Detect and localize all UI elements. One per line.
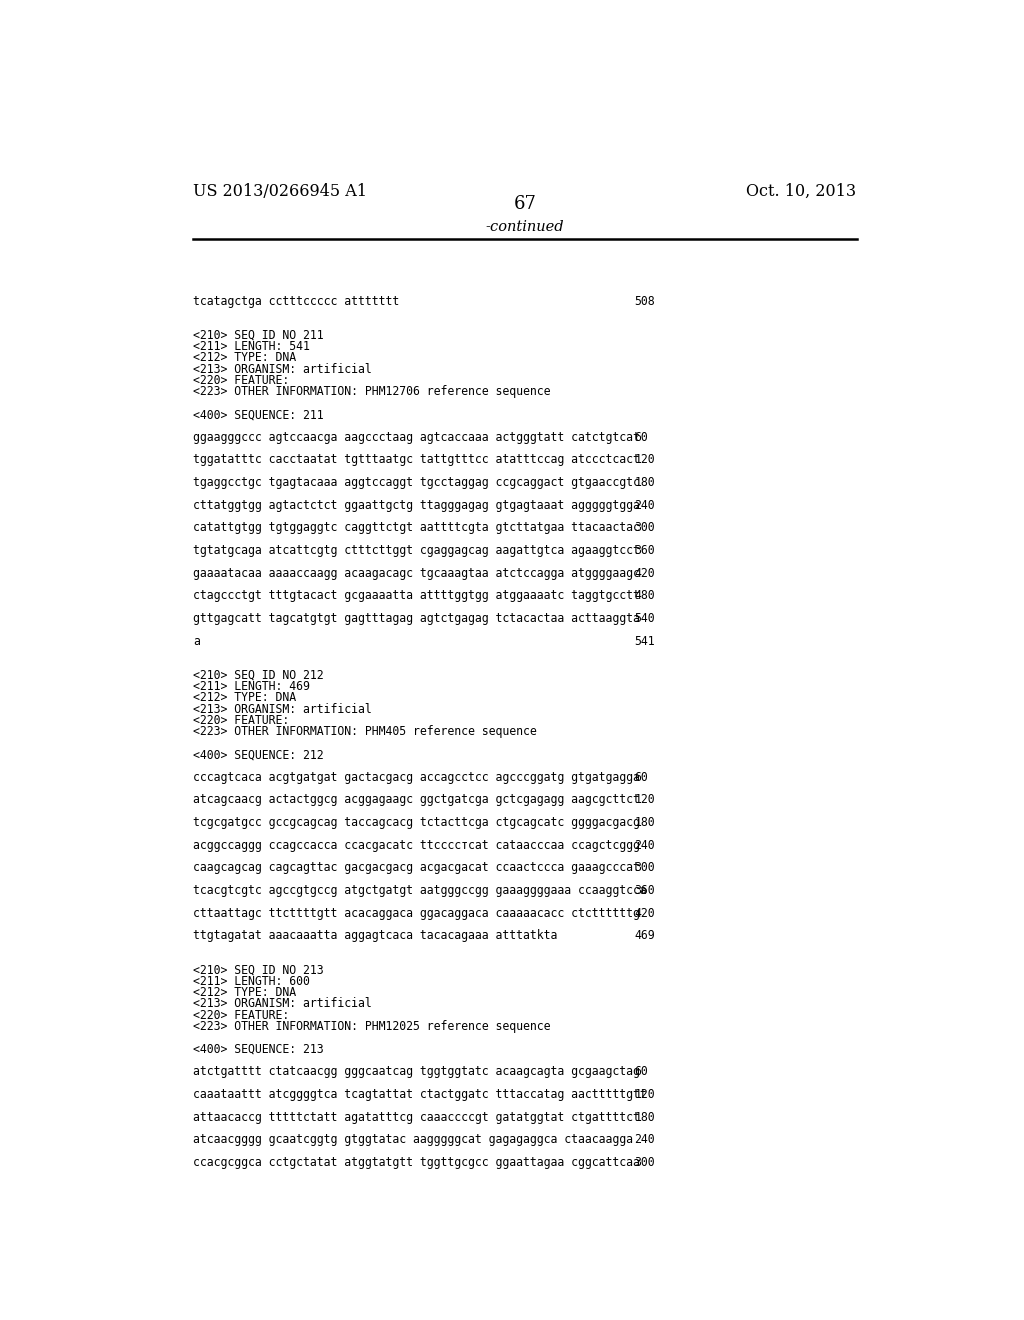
- Text: atctgatttt ctatcaacgg gggcaatcag tggtggtatc acaagcagta gcgaagctag: atctgatttt ctatcaacgg gggcaatcag tggtggt…: [194, 1065, 640, 1078]
- Text: 67: 67: [513, 195, 537, 214]
- Text: gaaaatacaa aaaaccaagg acaagacagc tgcaaagtaa atctccagga atggggaagc: gaaaatacaa aaaaccaagg acaagacagc tgcaaag…: [194, 566, 640, 579]
- Text: 240: 240: [634, 838, 655, 851]
- Text: <211> LENGTH: 541: <211> LENGTH: 541: [194, 341, 310, 352]
- Text: <223> OTHER INFORMATION: PHM405 reference sequence: <223> OTHER INFORMATION: PHM405 referenc…: [194, 726, 537, 738]
- Text: <210> SEQ ID NO 213: <210> SEQ ID NO 213: [194, 964, 324, 977]
- Text: <220> FEATURE:: <220> FEATURE:: [194, 374, 290, 387]
- Text: tcgcgatgcc gccgcagcag taccagcacg tctacttcga ctgcagcatc ggggacgacg: tcgcgatgcc gccgcagcag taccagcacg tctactt…: [194, 816, 640, 829]
- Text: 120: 120: [634, 454, 655, 466]
- Text: tcacgtcgtc agccgtgccg atgctgatgt aatgggccgg gaaaggggaaa ccaaggtcca: tcacgtcgtc agccgtgccg atgctgatgt aatgggc…: [194, 884, 647, 898]
- Text: -continued: -continued: [485, 219, 564, 234]
- Text: 180: 180: [634, 477, 655, 490]
- Text: 420: 420: [634, 907, 655, 920]
- Text: 360: 360: [634, 884, 655, 898]
- Text: 120: 120: [634, 793, 655, 807]
- Text: <212> TYPE: DNA: <212> TYPE: DNA: [194, 986, 296, 999]
- Text: <223> OTHER INFORMATION: PHM12025 reference sequence: <223> OTHER INFORMATION: PHM12025 refere…: [194, 1020, 551, 1034]
- Text: <212> TYPE: DNA: <212> TYPE: DNA: [194, 351, 296, 364]
- Text: <210> SEQ ID NO 211: <210> SEQ ID NO 211: [194, 329, 324, 342]
- Text: 480: 480: [634, 590, 655, 602]
- Text: <223> OTHER INFORMATION: PHM12706 reference sequence: <223> OTHER INFORMATION: PHM12706 refere…: [194, 385, 551, 399]
- Text: 180: 180: [634, 1110, 655, 1123]
- Text: gttgagcatt tagcatgtgt gagtttagag agtctgagag tctacactaa acttaaggta: gttgagcatt tagcatgtgt gagtttagag agtctga…: [194, 612, 640, 626]
- Text: <213> ORGANISM: artificial: <213> ORGANISM: artificial: [194, 363, 372, 376]
- Text: caagcagcag cagcagttac gacgacgacg acgacgacat ccaactccca gaaagcccat: caagcagcag cagcagttac gacgacgacg acgacga…: [194, 862, 640, 874]
- Text: US 2013/0266945 A1: US 2013/0266945 A1: [194, 183, 367, 201]
- Text: <213> ORGANISM: artificial: <213> ORGANISM: artificial: [194, 998, 372, 1010]
- Text: <213> ORGANISM: artificial: <213> ORGANISM: artificial: [194, 702, 372, 715]
- Text: ccacgcggca cctgctatat atggtatgtt tggttgcgcc ggaattagaa cggcattcaa: ccacgcggca cctgctatat atggtatgtt tggttgc…: [194, 1156, 640, 1170]
- Text: catattgtgg tgtggaggtc caggttctgt aattttcgta gtcttatgaa ttacaactac: catattgtgg tgtggaggtc caggttctgt aattttc…: [194, 521, 640, 535]
- Text: 180: 180: [634, 816, 655, 829]
- Text: tgtatgcaga atcattcgtg ctttcttggt cgaggagcag aagattgtca agaaggtcct: tgtatgcaga atcattcgtg ctttcttggt cgaggag…: [194, 544, 640, 557]
- Text: tgaggcctgc tgagtacaaa aggtccaggt tgcctaggag ccgcaggact gtgaaccgtc: tgaggcctgc tgagtacaaa aggtccaggt tgcctag…: [194, 477, 640, 490]
- Text: Oct. 10, 2013: Oct. 10, 2013: [746, 183, 856, 201]
- Text: cttatggtgg agtactctct ggaattgctg ttagggagag gtgagtaaat agggggtgga: cttatggtgg agtactctct ggaattgctg ttaggga…: [194, 499, 640, 512]
- Text: <400> SEQUENCE: 213: <400> SEQUENCE: 213: [194, 1043, 324, 1056]
- Text: tggatatttc cacctaatat tgtttaatgc tattgtttcc atatttccag atccctcact: tggatatttc cacctaatat tgtttaatgc tattgtt…: [194, 454, 640, 466]
- Text: 240: 240: [634, 499, 655, 512]
- Text: cccagtcaca acgtgatgat gactacgacg accagcctcc agcccggatg gtgatgagga: cccagtcaca acgtgatgat gactacgacg accagcc…: [194, 771, 640, 784]
- Text: 60: 60: [634, 1065, 648, 1078]
- Text: <212> TYPE: DNA: <212> TYPE: DNA: [194, 692, 296, 705]
- Text: 120: 120: [634, 1088, 655, 1101]
- Text: <220> FEATURE:: <220> FEATURE:: [194, 1008, 290, 1022]
- Text: atcagcaacg actactggcg acggagaagc ggctgatcga gctcgagagg aagcgcttct: atcagcaacg actactggcg acggagaagc ggctgat…: [194, 793, 640, 807]
- Text: acggccaggg ccagccacca ccacgacatc ttccccтcat cataacccaa ccagctcggg: acggccaggg ccagccacca ccacgacatc ttccccт…: [194, 838, 640, 851]
- Text: attaacaccg tttttctatt agatatttcg caaaccccgt gatatggtat ctgattttct: attaacaccg tttttctatt agatatttcg caaaccc…: [194, 1110, 640, 1123]
- Text: caaataattt atcggggtca tcagtattat ctactggatc tttaccatag aactttttgtt: caaataattt atcggggtca tcagtattat ctactgg…: [194, 1088, 647, 1101]
- Text: <400> SEQUENCE: 211: <400> SEQUENCE: 211: [194, 408, 324, 421]
- Text: 360: 360: [634, 544, 655, 557]
- Text: 540: 540: [634, 612, 655, 626]
- Text: 508: 508: [634, 294, 655, 308]
- Text: tcatagctga cctttccccc attttttt: tcatagctga cctttccccc attttttt: [194, 294, 399, 308]
- Text: cttaattagc ttcttttgtt acacaggaca ggacaggaca caaaaacacc ctcttttttg: cttaattagc ttcttttgtt acacaggaca ggacagg…: [194, 907, 640, 920]
- Text: 60: 60: [634, 430, 648, 444]
- Text: 420: 420: [634, 566, 655, 579]
- Text: 469: 469: [634, 929, 655, 942]
- Text: 300: 300: [634, 521, 655, 535]
- Text: ggaagggccc agtccaacga aagccctaag agtcaccaaa actgggtatt catctgtcat: ggaagggccc agtccaacga aagccctaag agtcacc…: [194, 430, 640, 444]
- Text: 240: 240: [634, 1134, 655, 1146]
- Text: <210> SEQ ID NO 212: <210> SEQ ID NO 212: [194, 669, 324, 681]
- Text: <400> SEQUENCE: 212: <400> SEQUENCE: 212: [194, 748, 324, 762]
- Text: <220> FEATURE:: <220> FEATURE:: [194, 714, 290, 727]
- Text: a: a: [194, 635, 200, 648]
- Text: 300: 300: [634, 1156, 655, 1170]
- Text: <211> LENGTH: 469: <211> LENGTH: 469: [194, 680, 310, 693]
- Text: atcaacgggg gcaatcggtg gtggtatac aagggggcat gagagaggca ctaacaagga: atcaacgggg gcaatcggtg gtggtatac aagggggc…: [194, 1134, 633, 1146]
- Text: 60: 60: [634, 771, 648, 784]
- Text: ctagccctgt tttgtacact gcgaaaatta attttggtgg atggaaaatc taggtgcctt: ctagccctgt tttgtacact gcgaaaatta attttgg…: [194, 590, 640, 602]
- Text: 300: 300: [634, 862, 655, 874]
- Text: 541: 541: [634, 635, 655, 648]
- Text: <211> LENGTH: 600: <211> LENGTH: 600: [194, 974, 310, 987]
- Text: ttgtagatat aaacaaatta aggagtcaca tacacagaaa atttatkta: ttgtagatat aaacaaatta aggagtcaca tacacag…: [194, 929, 557, 942]
